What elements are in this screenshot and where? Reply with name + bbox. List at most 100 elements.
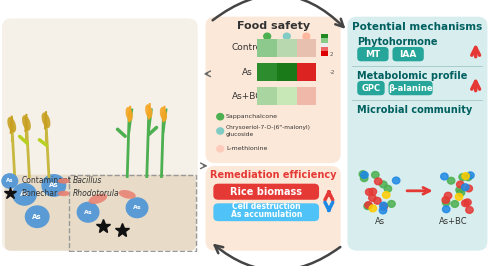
Circle shape bbox=[466, 206, 473, 213]
Text: Sappanchalcone: Sappanchalcone bbox=[226, 114, 278, 119]
Text: As accumulation: As accumulation bbox=[230, 210, 302, 219]
Text: As+BC: As+BC bbox=[439, 217, 468, 226]
Bar bbox=[277, 63, 296, 81]
Bar bbox=[258, 87, 277, 105]
Bar bbox=[352, 66, 482, 67]
Circle shape bbox=[366, 189, 373, 196]
Circle shape bbox=[217, 114, 224, 120]
Text: Contaminant: Contaminant bbox=[22, 177, 72, 185]
Circle shape bbox=[126, 198, 148, 218]
Bar bbox=[296, 87, 316, 105]
Circle shape bbox=[369, 188, 376, 195]
Text: IAA: IAA bbox=[400, 50, 417, 59]
Circle shape bbox=[380, 202, 388, 209]
Circle shape bbox=[448, 177, 455, 184]
Text: Chrysoeriol-7-O-(6"-malonyl): Chrysoeriol-7-O-(6"-malonyl) bbox=[226, 125, 311, 130]
Circle shape bbox=[368, 194, 376, 201]
FancyBboxPatch shape bbox=[5, 175, 196, 251]
Text: As: As bbox=[242, 68, 253, 77]
Text: As: As bbox=[84, 210, 92, 215]
Bar bbox=[296, 39, 316, 57]
Bar bbox=[68, 175, 196, 251]
Text: As: As bbox=[49, 182, 58, 188]
Bar bbox=[321, 47, 328, 52]
Text: Microbial community: Microbial community bbox=[357, 105, 472, 115]
Circle shape bbox=[462, 200, 469, 207]
Circle shape bbox=[462, 173, 469, 180]
Text: Bacillus: Bacillus bbox=[72, 177, 102, 185]
Circle shape bbox=[42, 175, 66, 196]
Circle shape bbox=[456, 181, 464, 188]
Text: As: As bbox=[132, 205, 141, 210]
Ellipse shape bbox=[58, 178, 70, 184]
Circle shape bbox=[456, 186, 464, 193]
Text: As: As bbox=[6, 178, 14, 184]
Ellipse shape bbox=[160, 107, 167, 121]
Text: 2: 2 bbox=[330, 52, 334, 57]
Text: Rhodotorula: Rhodotorula bbox=[72, 189, 119, 198]
Text: As+BC: As+BC bbox=[232, 92, 263, 101]
Circle shape bbox=[26, 206, 49, 227]
Bar bbox=[321, 43, 328, 47]
Text: GPC: GPC bbox=[362, 84, 380, 93]
Ellipse shape bbox=[42, 113, 50, 128]
FancyBboxPatch shape bbox=[392, 47, 424, 61]
Bar bbox=[321, 34, 328, 38]
Circle shape bbox=[456, 193, 462, 200]
FancyBboxPatch shape bbox=[2, 18, 198, 251]
Circle shape bbox=[264, 33, 270, 39]
FancyBboxPatch shape bbox=[214, 203, 319, 221]
Text: Food safety: Food safety bbox=[236, 20, 310, 31]
Circle shape bbox=[364, 203, 372, 210]
FancyBboxPatch shape bbox=[348, 17, 488, 251]
Circle shape bbox=[388, 201, 395, 207]
Text: As: As bbox=[374, 217, 385, 226]
Circle shape bbox=[360, 175, 368, 182]
Circle shape bbox=[372, 172, 379, 178]
Circle shape bbox=[382, 192, 390, 198]
Text: Cell destruction: Cell destruction bbox=[232, 202, 300, 211]
Ellipse shape bbox=[88, 194, 107, 204]
Circle shape bbox=[365, 202, 372, 209]
Bar bbox=[258, 39, 277, 57]
Circle shape bbox=[380, 181, 387, 188]
Circle shape bbox=[217, 146, 224, 152]
Ellipse shape bbox=[22, 115, 31, 131]
Ellipse shape bbox=[8, 117, 16, 132]
Text: MT: MT bbox=[366, 50, 380, 59]
Text: glucoside: glucoside bbox=[226, 132, 254, 137]
Bar bbox=[277, 87, 296, 105]
Circle shape bbox=[380, 207, 386, 214]
Circle shape bbox=[369, 205, 376, 212]
Text: -2: -2 bbox=[330, 69, 336, 74]
Circle shape bbox=[392, 177, 400, 184]
FancyBboxPatch shape bbox=[357, 81, 384, 95]
Circle shape bbox=[374, 197, 381, 204]
Text: Metabolomic profile: Metabolomic profile bbox=[357, 70, 468, 81]
Text: Rice biomass: Rice biomass bbox=[230, 187, 302, 197]
Text: Control: Control bbox=[231, 43, 264, 52]
Circle shape bbox=[284, 33, 290, 39]
Text: L-methionine: L-methionine bbox=[226, 146, 268, 151]
FancyBboxPatch shape bbox=[214, 184, 319, 200]
Circle shape bbox=[458, 189, 464, 196]
Circle shape bbox=[466, 172, 474, 179]
Circle shape bbox=[464, 199, 471, 206]
Circle shape bbox=[464, 174, 472, 181]
Circle shape bbox=[444, 192, 452, 199]
Text: As: As bbox=[20, 192, 30, 197]
Circle shape bbox=[360, 172, 368, 178]
Circle shape bbox=[459, 174, 466, 180]
Circle shape bbox=[442, 199, 450, 206]
Circle shape bbox=[465, 185, 472, 192]
Circle shape bbox=[12, 184, 36, 205]
Circle shape bbox=[451, 201, 458, 207]
Ellipse shape bbox=[118, 190, 136, 199]
FancyBboxPatch shape bbox=[206, 17, 340, 163]
Circle shape bbox=[442, 197, 450, 203]
Bar bbox=[321, 38, 328, 43]
Circle shape bbox=[440, 173, 448, 180]
Circle shape bbox=[2, 174, 18, 188]
Ellipse shape bbox=[58, 191, 70, 196]
Text: Phytohormone: Phytohormone bbox=[357, 37, 438, 47]
